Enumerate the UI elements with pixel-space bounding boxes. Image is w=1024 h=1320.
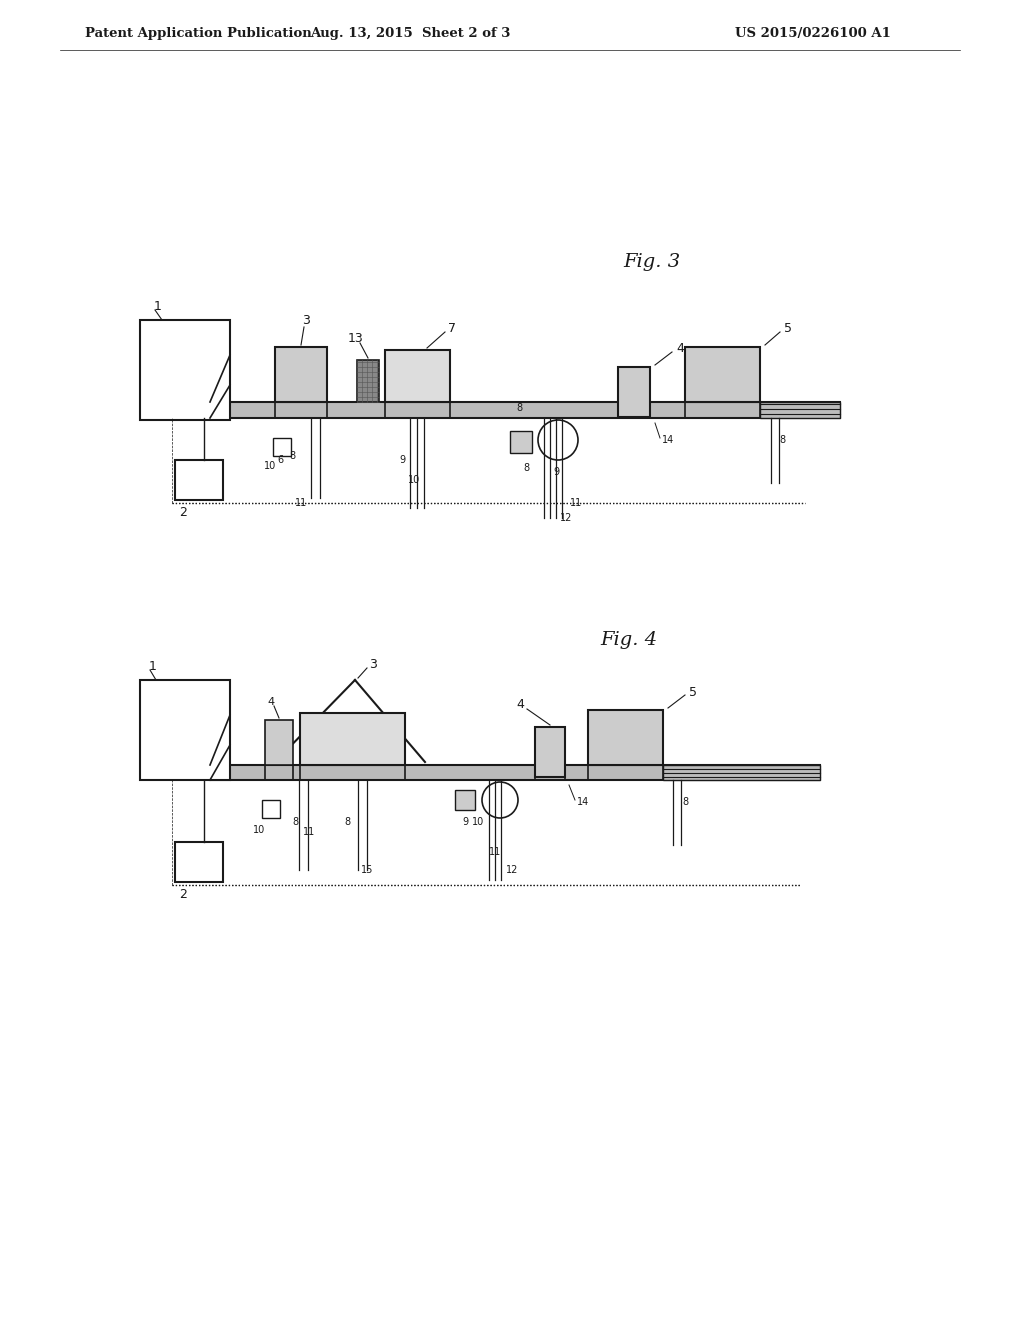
Bar xyxy=(357,360,379,403)
Text: 9: 9 xyxy=(399,455,406,465)
Text: 15: 15 xyxy=(360,865,373,875)
Text: 3: 3 xyxy=(302,314,310,327)
Text: 13: 13 xyxy=(348,331,364,345)
Text: 14: 14 xyxy=(577,797,589,807)
Bar xyxy=(175,842,223,882)
Text: 1: 1 xyxy=(154,300,162,313)
Text: 10: 10 xyxy=(253,825,265,836)
Bar xyxy=(140,319,230,420)
Text: 10: 10 xyxy=(408,475,420,484)
Text: 8: 8 xyxy=(344,817,350,828)
Text: 8: 8 xyxy=(516,403,522,413)
Text: 3: 3 xyxy=(369,659,377,672)
Text: Fig. 3: Fig. 3 xyxy=(623,253,680,271)
Bar xyxy=(300,713,406,766)
Bar xyxy=(663,766,820,780)
Bar xyxy=(210,766,820,780)
Bar xyxy=(275,347,327,403)
Text: 1: 1 xyxy=(150,660,157,672)
Bar xyxy=(535,727,565,777)
Circle shape xyxy=(538,420,578,459)
Text: 4: 4 xyxy=(267,697,274,708)
Bar xyxy=(175,459,223,500)
Text: 5: 5 xyxy=(689,685,697,698)
Text: 11: 11 xyxy=(488,847,501,857)
Text: 12: 12 xyxy=(506,865,518,875)
Bar xyxy=(265,719,293,766)
Text: 2: 2 xyxy=(179,506,187,519)
Bar xyxy=(510,432,532,453)
Bar xyxy=(588,710,663,766)
Bar xyxy=(760,403,840,418)
Text: 6: 6 xyxy=(276,455,283,465)
Text: 11: 11 xyxy=(295,498,307,508)
Text: 10: 10 xyxy=(472,817,484,828)
Bar xyxy=(385,350,450,403)
Text: Patent Application Publication: Patent Application Publication xyxy=(85,26,311,40)
Bar xyxy=(455,789,475,810)
Text: 8: 8 xyxy=(779,436,785,445)
Bar xyxy=(140,680,230,780)
Text: 7: 7 xyxy=(449,322,456,334)
Text: 12: 12 xyxy=(560,513,572,523)
Text: US 2015/0226100 A1: US 2015/0226100 A1 xyxy=(735,26,891,40)
Text: 9: 9 xyxy=(462,817,468,828)
Text: 14: 14 xyxy=(662,436,674,445)
Bar xyxy=(618,367,650,417)
Text: 10: 10 xyxy=(264,461,276,471)
Text: 11: 11 xyxy=(303,828,315,837)
Text: 8: 8 xyxy=(523,463,529,473)
Text: 8: 8 xyxy=(682,797,688,807)
Text: 4: 4 xyxy=(516,698,524,711)
Text: 8: 8 xyxy=(292,817,298,828)
Bar xyxy=(685,347,760,403)
Text: Aug. 13, 2015  Sheet 2 of 3: Aug. 13, 2015 Sheet 2 of 3 xyxy=(310,26,510,40)
Circle shape xyxy=(482,781,518,818)
Text: 4: 4 xyxy=(676,342,684,355)
Text: 5: 5 xyxy=(784,322,792,335)
Bar xyxy=(273,438,291,455)
Text: 9: 9 xyxy=(553,467,559,477)
Text: Fig. 4: Fig. 4 xyxy=(600,631,657,649)
Bar xyxy=(262,800,280,818)
Text: 8: 8 xyxy=(289,451,295,461)
Bar xyxy=(210,403,840,418)
Text: 2: 2 xyxy=(179,887,187,900)
Text: 11: 11 xyxy=(570,498,582,508)
